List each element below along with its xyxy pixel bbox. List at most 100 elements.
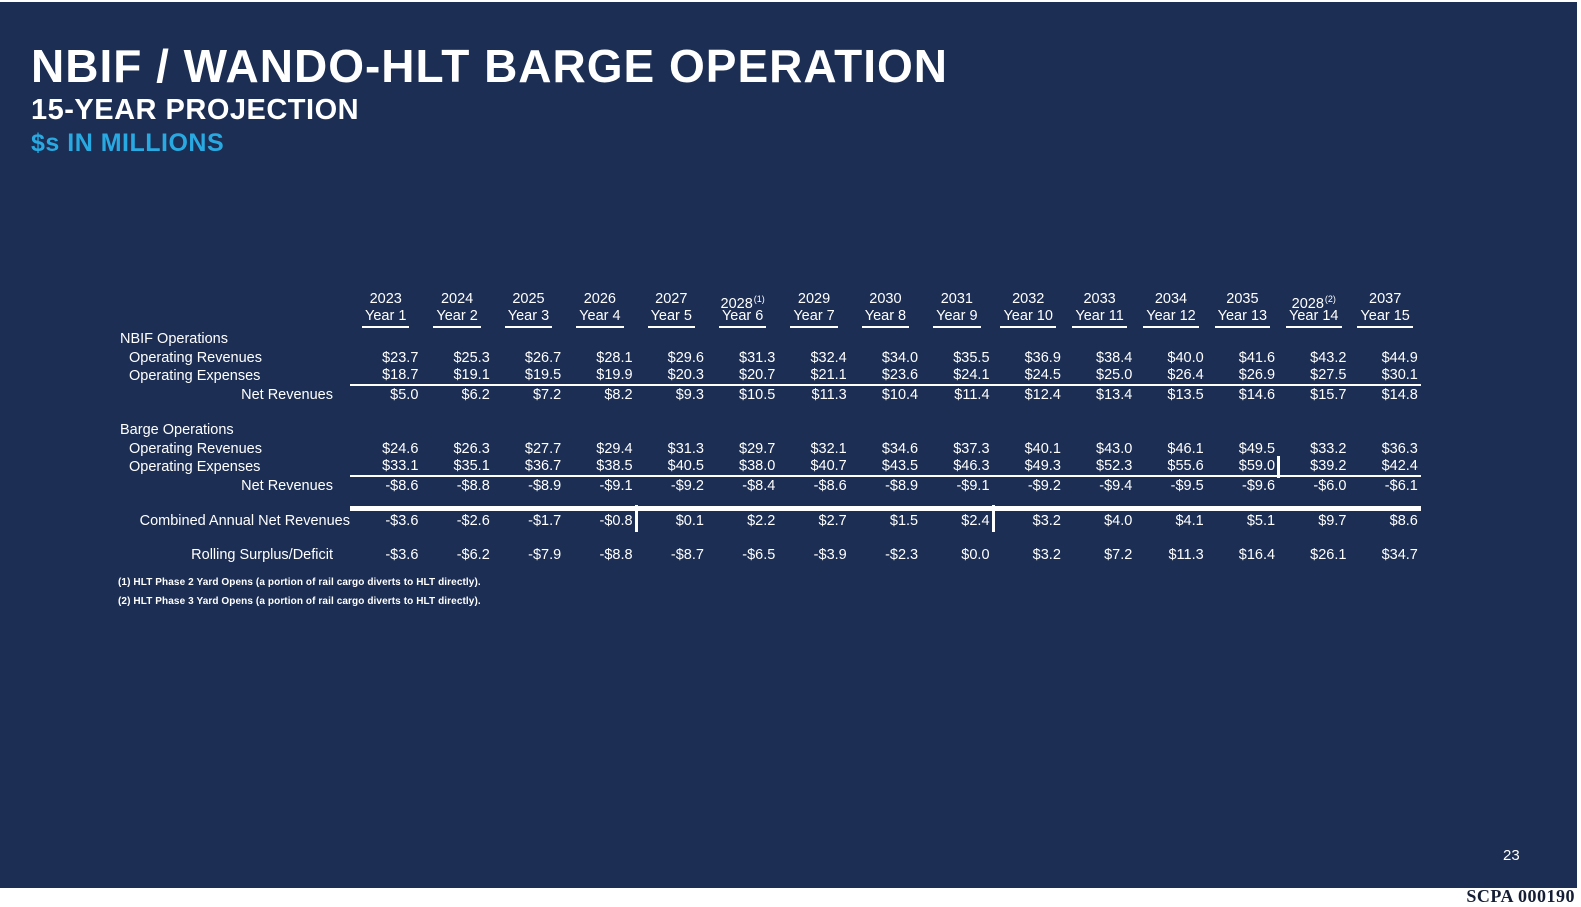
table-cell: $34.0	[881, 349, 919, 366]
column-year-underline: Year 2	[433, 308, 481, 328]
table-cell: $10.5	[739, 386, 776, 403]
column-year-label: Year 13	[1207, 308, 1278, 328]
column-year: 2034	[1154, 291, 1188, 307]
column-year-underline: Year 15	[1357, 308, 1413, 328]
table-cell: $6.2	[461, 386, 490, 403]
table-cell: $4.1	[1175, 513, 1204, 529]
table-cell: $35.5	[953, 349, 990, 366]
table-cell: $26.3	[453, 440, 490, 457]
table-cell: $36.7	[492, 458, 565, 477]
table-cell: -$8.6	[813, 477, 847, 494]
table-cell: -$9.5	[1170, 477, 1204, 494]
table-cell: $20.7	[706, 367, 779, 386]
table-cell: $38.0	[706, 458, 779, 477]
footnotes: (1) HLT Phase 2 Yard Opens (a portion of…	[118, 577, 1421, 608]
table-cell: $27.7	[524, 440, 562, 457]
table-cell: $12.4	[1024, 386, 1061, 403]
column-header: 2031 Year 9	[921, 290, 992, 328]
column-year-label: Year 4	[564, 308, 635, 328]
table-cell: $38.5	[564, 458, 636, 477]
slide: NBIF / WANDO-HLT BARGE OPERATION 15-YEAR…	[0, 2, 1577, 888]
table-cell: -$8.6	[385, 477, 419, 494]
column-year-label: Year 14	[1278, 308, 1349, 328]
table-cell: $34.7	[1381, 547, 1418, 564]
table-cell: -$6.1	[1384, 477, 1418, 494]
column-year-underline: Year 8	[861, 308, 910, 328]
column-year-underline: Year 3	[504, 308, 553, 328]
table-cell: -$9.1	[599, 477, 633, 494]
table-cell: $1.5	[889, 513, 919, 529]
column-year-underline: Year 11	[1072, 308, 1127, 328]
column-year-label: Year 11	[1064, 308, 1135, 328]
column-year-label: Year 5	[636, 308, 707, 328]
table-cell: $23.6	[849, 367, 922, 386]
column-year-underline: Year 9	[933, 308, 981, 328]
table-cell: -$8.7	[670, 547, 704, 564]
table-cell: $19.5	[492, 367, 565, 386]
section-header-label: Barge Operations	[120, 422, 234, 439]
table-cell: $20.3	[635, 367, 707, 386]
table-cell: $26.9	[1206, 367, 1279, 386]
table-row: Operating Expenses $33.1 $35.1 $36.7 $38.5 $4…	[115, 456, 1421, 478]
column-year: 2024	[440, 291, 474, 307]
table-cell: $8.6	[1389, 513, 1418, 529]
table-cell: $2.4	[921, 505, 995, 532]
table-cell: $19.1	[421, 367, 493, 386]
table-cell: $32.4	[810, 349, 847, 366]
column-year: 2027	[655, 291, 688, 307]
section-header-label: NBIF Operations	[120, 331, 228, 348]
table-cell: -$9.1	[956, 477, 990, 494]
table-cell: $46.3	[921, 458, 993, 477]
table-cell: $3.2	[1032, 513, 1061, 529]
table-cell: $11.3	[1168, 547, 1204, 564]
table-cell: $33.1	[350, 458, 422, 477]
table-cell: $24.6	[382, 440, 419, 457]
table-cell: $37.3	[953, 440, 990, 457]
column-year-label: Year 9	[921, 308, 992, 328]
table-cell: $30.1	[1349, 367, 1421, 386]
table-cell: -$6.0	[1313, 477, 1347, 494]
table-cell: $3.2	[1032, 547, 1061, 564]
table-cell: -$8.8	[599, 547, 633, 564]
table-cell: $44.9	[1381, 349, 1418, 366]
table-cell: $36.9	[1024, 349, 1061, 366]
table-section-row: NBIF Operations	[115, 330, 1421, 349]
table-cell: $40.0	[1167, 349, 1204, 366]
table-section-row: Barge Operations	[115, 421, 1421, 440]
column-year-underline: Year 6	[718, 308, 767, 328]
column-year-label: Year 15	[1349, 308, 1420, 328]
table-cell: -$8.4	[742, 477, 776, 494]
title-block: NBIF / WANDO-HLT BARGE OPERATION 15-YEAR…	[31, 40, 948, 157]
column-header: 2028(2) Year 14	[1278, 290, 1349, 328]
table-cell: $25.0	[1063, 367, 1136, 386]
column-header: 2028(1) Year 6	[707, 290, 778, 328]
column-year-underline: Year 13	[1214, 308, 1271, 328]
column-year-underline: Year 12	[1143, 308, 1199, 328]
table-cell: $36.3	[1381, 440, 1418, 457]
table-cell: $26.4	[1135, 367, 1207, 386]
summary-separator-bar	[350, 506, 1421, 511]
column-header: 2024 Year 2	[421, 290, 492, 328]
table-cell: $34.6	[881, 440, 919, 457]
table-cell: $16.4	[1238, 547, 1276, 564]
column-year-label: Year 2	[421, 308, 492, 328]
table-cell: -$6.5	[742, 547, 776, 564]
table-cell: $28.1	[596, 349, 633, 366]
table-cell: $18.7	[350, 367, 422, 386]
table-cell: -$6.2	[456, 547, 490, 564]
table-cell: $49.5	[1238, 440, 1276, 457]
units-label: $s IN MILLIONS	[31, 129, 225, 157]
table-row: Net Revenues -$8.6 -$8.8 -$8.9 -$9.1 -$9.2 -$8…	[115, 477, 1421, 496]
table-cell: $9.3	[675, 386, 704, 403]
table-row: Operating Revenues $23.7 $25.3 $26.7 $28.1 $2…	[115, 349, 1421, 368]
table-cell: $40.7	[778, 458, 850, 477]
column-header: 2034 Year 12	[1135, 290, 1206, 328]
column-year-underline: Year 7	[790, 308, 838, 328]
table-cell: $29.6	[667, 349, 704, 366]
table-cell: $2.7	[818, 513, 847, 529]
projection-table: 2023 Year 1 2024 Year 2 2025 Year 3 2026 Year 4…	[115, 290, 1421, 615]
column-year: 2023	[369, 291, 402, 307]
table-cell: $21.1	[778, 367, 850, 386]
column-header: 2026 Year 4	[564, 290, 635, 328]
column-year: 2035	[1226, 291, 1259, 307]
